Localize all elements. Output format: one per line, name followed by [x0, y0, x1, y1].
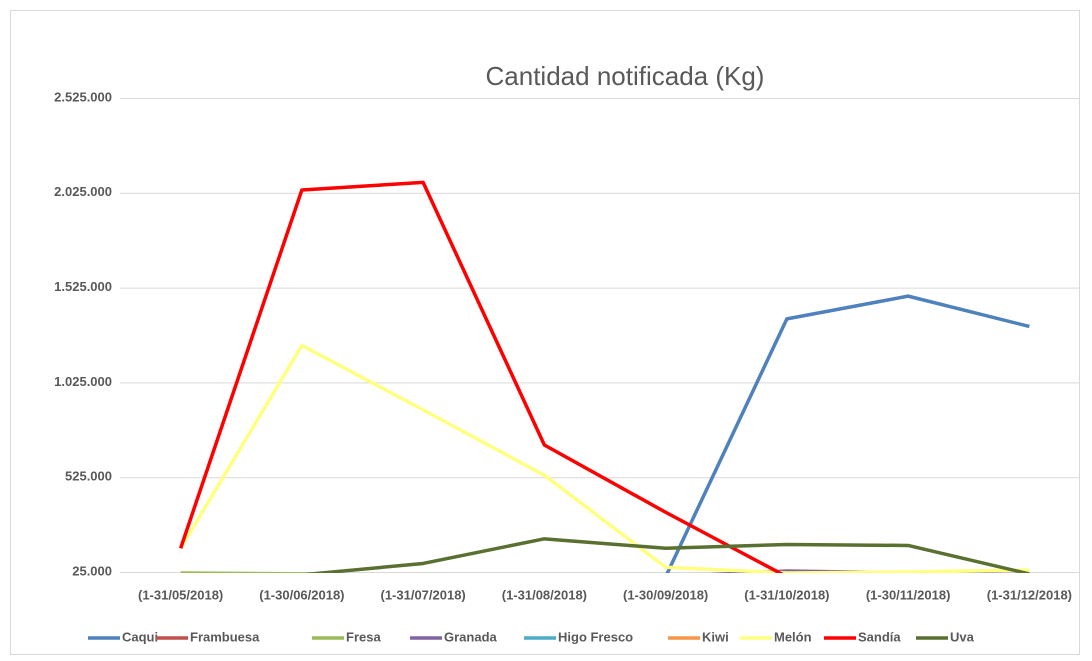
y-tick-label: 25.000: [72, 563, 112, 578]
x-tick-label: (1-31/10/2018): [744, 587, 829, 602]
legend-label: Melón: [774, 629, 812, 644]
chart-title: Cantidad notificada (Kg): [486, 61, 765, 91]
chart-frame: [10, 10, 1080, 655]
legend-label: Uva: [950, 629, 975, 644]
legend-label: Granada: [444, 629, 498, 644]
line-series: [179, 343, 1030, 573]
legend-label: Frambuesa: [190, 629, 260, 644]
x-tick-label: (1-31/08/2018): [502, 587, 587, 602]
legend-label: Fresa: [346, 629, 381, 644]
y-tick-label: 2.025.000: [54, 184, 112, 199]
x-tick-label: (1-31/05/2018): [138, 587, 223, 602]
x-tick-label: (1-30/06/2018): [259, 587, 344, 602]
x-tick-label: (1-31/12/2018): [987, 587, 1072, 602]
y-tick-label: 2.525.000: [54, 89, 112, 104]
legend-label: Sandía: [858, 629, 901, 644]
y-tick-label: 1.525.000: [54, 279, 112, 294]
legend-label: Higo Fresco: [558, 629, 633, 644]
x-tick-label: (1-31/07/2018): [380, 587, 465, 602]
line-series: [178, 180, 784, 573]
legend-label: Caqui: [122, 629, 158, 644]
legend-label: Kiwi: [702, 629, 729, 644]
line-series: [302, 537, 1030, 573]
line-series: [665, 294, 1030, 573]
x-tick-label: (1-30/11/2018): [866, 587, 951, 602]
y-tick-label: 525.000: [65, 469, 112, 484]
x-tick-label: (1-30/09/2018): [623, 587, 708, 602]
y-tick-label: 1.025.000: [54, 374, 112, 389]
